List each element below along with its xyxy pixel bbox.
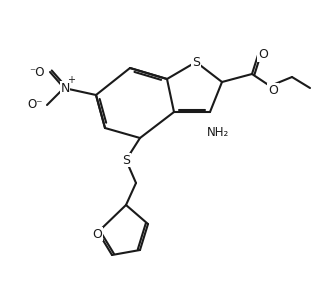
Text: O: O (92, 227, 102, 240)
Text: O: O (268, 83, 278, 96)
Text: O: O (258, 48, 268, 61)
Text: S: S (192, 55, 200, 68)
Text: +: + (67, 75, 75, 85)
Text: S: S (122, 153, 130, 166)
Text: ⁻O: ⁻O (30, 65, 45, 78)
Text: N: N (60, 81, 70, 94)
Text: NH₂: NH₂ (207, 125, 229, 138)
Text: O⁻: O⁻ (28, 99, 43, 112)
